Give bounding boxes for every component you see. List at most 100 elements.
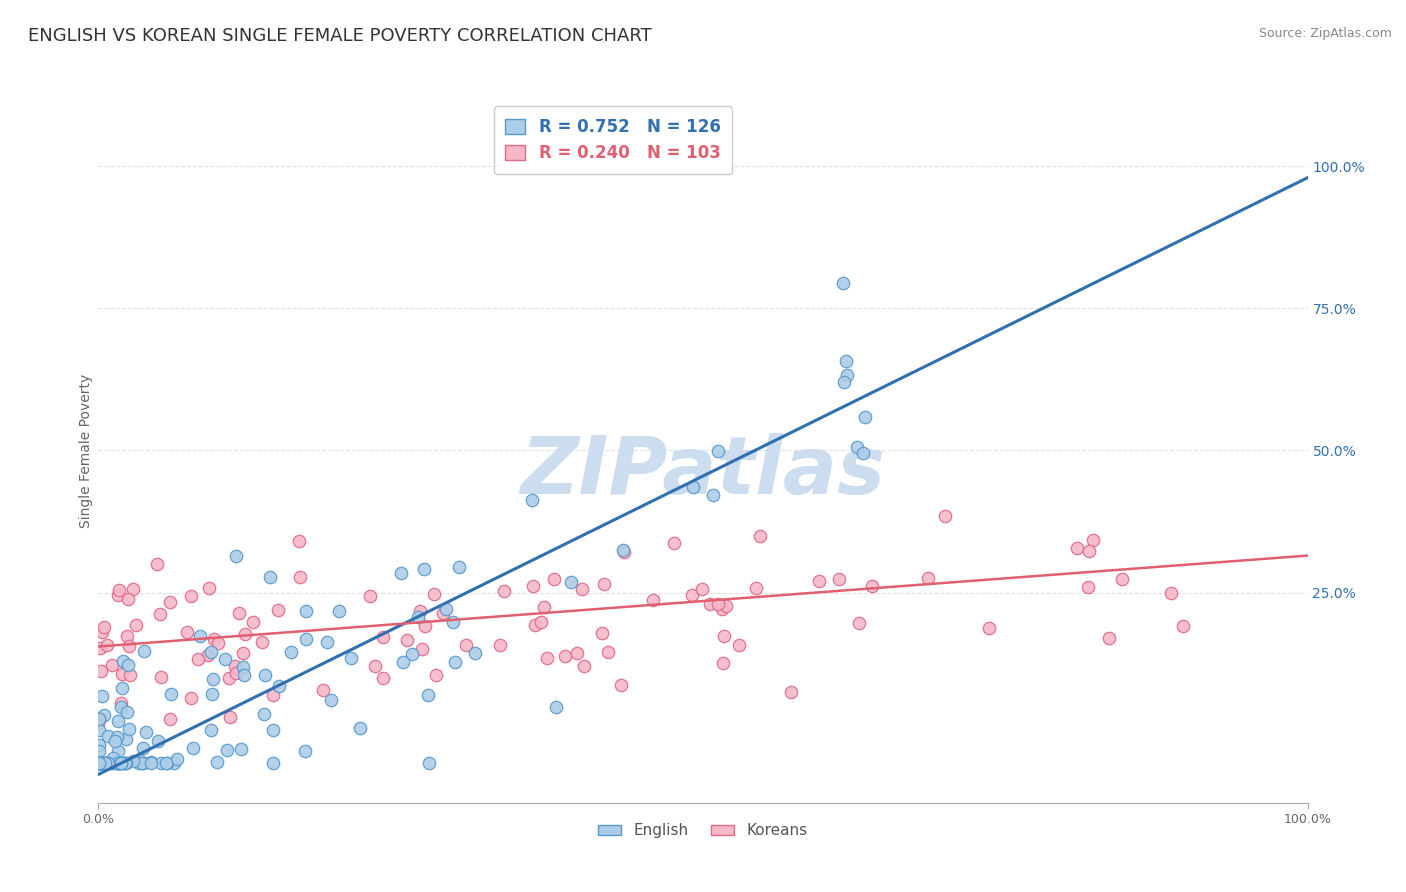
Point xyxy=(565,646,588,660)
Point xyxy=(139,756,162,770)
Point xyxy=(107,582,129,597)
Point xyxy=(89,711,111,725)
Point xyxy=(218,671,240,685)
Point xyxy=(150,756,173,770)
Point xyxy=(87,716,110,731)
Point xyxy=(254,668,277,682)
Point xyxy=(544,700,567,714)
Point xyxy=(613,545,636,559)
Point xyxy=(163,756,186,770)
Point xyxy=(107,756,129,770)
Point xyxy=(87,723,110,737)
Point xyxy=(328,604,350,618)
Point xyxy=(560,575,582,590)
Point xyxy=(135,725,157,739)
Point xyxy=(89,756,111,770)
Point xyxy=(364,659,387,673)
Point xyxy=(392,655,415,669)
Point xyxy=(267,603,290,617)
Point xyxy=(202,632,225,647)
Point xyxy=(94,756,117,770)
Point xyxy=(110,756,132,770)
Point xyxy=(295,632,318,647)
Point xyxy=(215,743,238,757)
Point xyxy=(596,645,619,659)
Point xyxy=(198,581,221,595)
Point xyxy=(533,600,555,615)
Point xyxy=(180,589,202,603)
Point xyxy=(205,755,228,769)
Point xyxy=(1081,533,1104,548)
Point xyxy=(1111,572,1133,586)
Point xyxy=(682,480,704,494)
Point xyxy=(159,712,181,726)
Point xyxy=(425,668,447,682)
Point xyxy=(122,754,145,768)
Point xyxy=(711,657,734,671)
Point xyxy=(643,593,665,607)
Point xyxy=(110,756,132,770)
Point xyxy=(131,756,153,770)
Point xyxy=(530,615,553,630)
Point xyxy=(96,756,118,770)
Point xyxy=(406,610,429,624)
Point xyxy=(855,409,877,424)
Point xyxy=(699,597,721,611)
Point xyxy=(610,678,633,692)
Point xyxy=(917,571,939,585)
Point xyxy=(91,756,114,770)
Text: ZIPatlas: ZIPatlas xyxy=(520,433,886,510)
Point xyxy=(409,604,432,618)
Point xyxy=(104,734,127,748)
Point xyxy=(1160,586,1182,600)
Point xyxy=(312,682,335,697)
Point xyxy=(711,602,734,616)
Point xyxy=(714,599,737,613)
Point xyxy=(934,509,956,524)
Point xyxy=(1066,541,1088,555)
Point xyxy=(280,644,302,658)
Point xyxy=(524,618,547,632)
Point xyxy=(181,740,204,755)
Point xyxy=(98,756,121,770)
Point xyxy=(401,648,423,662)
Point xyxy=(690,582,713,596)
Point xyxy=(339,650,361,665)
Point xyxy=(413,618,436,632)
Point xyxy=(115,629,138,643)
Point xyxy=(228,607,250,621)
Point xyxy=(494,584,516,599)
Point xyxy=(253,706,276,721)
Point xyxy=(232,660,254,674)
Point xyxy=(702,488,724,502)
Point xyxy=(114,756,136,770)
Point xyxy=(432,607,454,621)
Point xyxy=(434,602,457,616)
Point xyxy=(262,688,284,702)
Point xyxy=(93,756,115,770)
Point xyxy=(536,651,558,665)
Point xyxy=(201,687,224,701)
Point xyxy=(554,648,576,663)
Point xyxy=(454,638,477,652)
Point xyxy=(110,696,132,710)
Point xyxy=(391,566,413,580)
Point xyxy=(349,722,371,736)
Point xyxy=(176,624,198,639)
Point xyxy=(87,756,110,770)
Point xyxy=(96,756,118,770)
Point xyxy=(107,756,129,770)
Point xyxy=(728,638,751,652)
Point xyxy=(464,646,486,660)
Point xyxy=(233,627,256,641)
Point xyxy=(146,734,169,748)
Point xyxy=(93,620,115,634)
Point xyxy=(180,691,202,706)
Point xyxy=(131,756,153,770)
Point xyxy=(846,440,869,454)
Point xyxy=(111,681,134,695)
Point xyxy=(87,738,110,752)
Point xyxy=(835,368,858,382)
Point xyxy=(111,654,134,668)
Point xyxy=(117,592,139,607)
